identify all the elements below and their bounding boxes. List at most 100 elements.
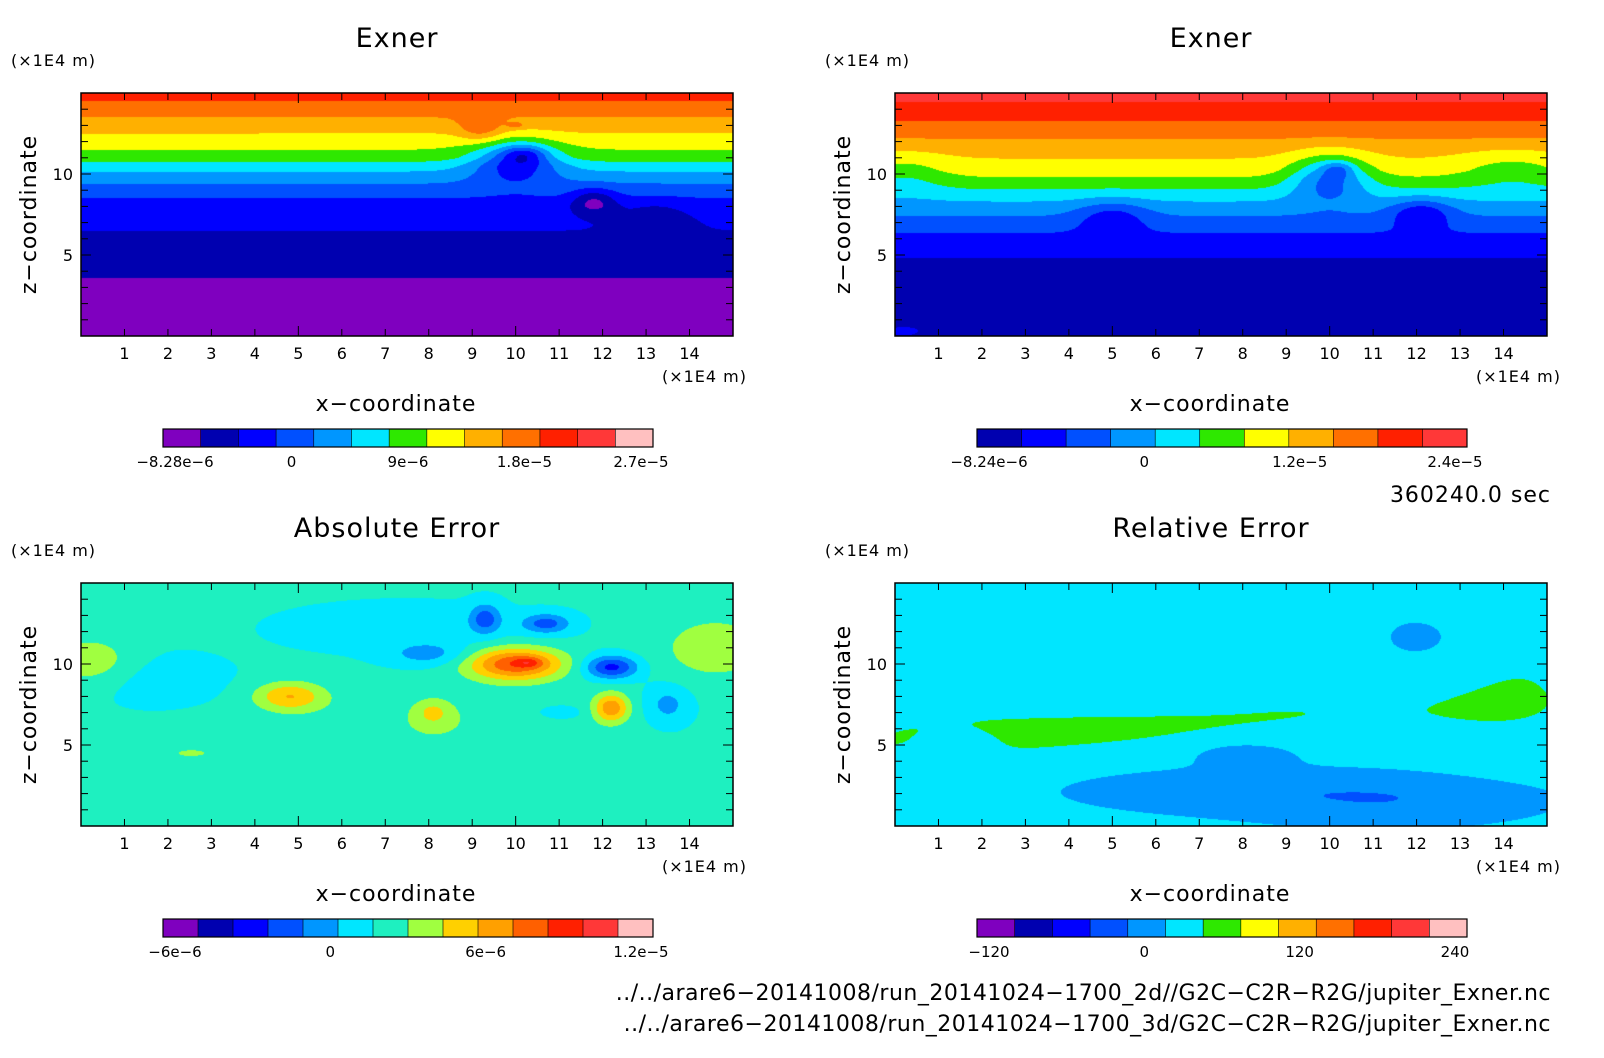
colorbar-swatch bbox=[1155, 429, 1201, 447]
colorbar-swatch bbox=[1066, 429, 1112, 447]
colorbar-swatch bbox=[548, 919, 584, 937]
colorbar-swatch bbox=[1429, 919, 1468, 937]
colorbar-swatch bbox=[1391, 919, 1430, 937]
colorbar-swatch bbox=[443, 919, 479, 937]
colorbar-swatch bbox=[977, 919, 1016, 937]
x-tick-label: 12 bbox=[1406, 344, 1426, 363]
colorbar-swatch bbox=[1014, 919, 1053, 937]
x-tick-label: 1 bbox=[933, 344, 943, 363]
x-tick-label: 10 bbox=[505, 834, 525, 853]
x-tick-label: 13 bbox=[636, 834, 656, 853]
x-tick-label: 9 bbox=[1281, 834, 1291, 853]
colorbar-swatch bbox=[408, 919, 444, 937]
colorbar-swatch bbox=[426, 429, 466, 447]
relative-error-field bbox=[895, 583, 1547, 826]
x-tick-label: 11 bbox=[1363, 344, 1383, 363]
y-unit-label: (×1E4 m) bbox=[11, 51, 96, 70]
colorbar-swatch bbox=[502, 429, 541, 447]
y-axis-label: z−coordinate bbox=[17, 135, 42, 294]
x-tick-label: 13 bbox=[636, 344, 656, 363]
colorbar-swatch bbox=[303, 919, 339, 937]
colorbar-swatch bbox=[1288, 429, 1334, 447]
colorbar-swatch bbox=[1127, 919, 1166, 937]
x-tick-label: 13 bbox=[1450, 344, 1470, 363]
colorbar-swatch bbox=[389, 429, 428, 447]
colorbar-swatch bbox=[1316, 919, 1355, 937]
y-axis-label: z−coordinate bbox=[17, 625, 42, 784]
x-tick-label: 10 bbox=[1319, 344, 1339, 363]
colorbar-swatch bbox=[1110, 429, 1156, 447]
exner-3d-ticks bbox=[895, 93, 1547, 336]
colorbar-tick-label: 0 bbox=[1140, 453, 1150, 471]
exner-2d-field bbox=[81, 93, 733, 336]
exner-3d-field bbox=[895, 93, 1547, 336]
colorbar-tick-label: −8.24e−6 bbox=[950, 453, 1027, 471]
colorbar-tick-label: 6e−6 bbox=[465, 943, 506, 961]
colorbar-swatch bbox=[1377, 429, 1423, 447]
exner-3d-title: Exner bbox=[1170, 23, 1253, 54]
colorbar-swatch bbox=[1165, 919, 1204, 937]
x-unit-label: (×1E4 m) bbox=[662, 367, 747, 386]
colorbar-swatch bbox=[618, 919, 654, 937]
x-tick-label: 5 bbox=[1107, 344, 1117, 363]
y-tick-label: 5 bbox=[63, 736, 73, 755]
x-tick-label: 9 bbox=[467, 344, 477, 363]
x-tick-label: 7 bbox=[380, 834, 390, 853]
x-tick-label: 3 bbox=[1020, 344, 1030, 363]
y-tick-label: 5 bbox=[63, 246, 73, 265]
colorbar-swatch bbox=[1353, 919, 1393, 937]
x-tick-label: 12 bbox=[1406, 834, 1426, 853]
colorbar-tick-label: −120 bbox=[968, 943, 1009, 961]
y-tick-label: 5 bbox=[877, 736, 887, 755]
x-axis-label: x−coordinate bbox=[316, 882, 477, 907]
y-tick-label: 5 bbox=[877, 246, 887, 265]
colorbar-tick-label: 9e−6 bbox=[388, 453, 429, 471]
x-tick-label: 6 bbox=[1151, 834, 1161, 853]
colorbar-swatch bbox=[1240, 919, 1280, 937]
x-tick-label: 2 bbox=[163, 834, 173, 853]
exner-3d-frame bbox=[894, 92, 1548, 337]
y-unit-label: (×1E4 m) bbox=[825, 541, 910, 560]
x-tick-label: 7 bbox=[1194, 834, 1204, 853]
x-tick-label: 7 bbox=[380, 344, 390, 363]
absolute-error-ticks bbox=[81, 583, 733, 826]
colorbar-swatch bbox=[1333, 429, 1379, 447]
y-tick-label: 10 bbox=[867, 655, 887, 674]
exner-2d-frame bbox=[80, 92, 734, 337]
absolute-error-frame bbox=[80, 582, 734, 827]
y-unit-label: (×1E4 m) bbox=[825, 51, 910, 70]
file-path-2: ../../arare6−20141008/run_20141024−1700_… bbox=[624, 1012, 1551, 1037]
exner-2d-ticks bbox=[81, 93, 733, 336]
x-tick-label: 14 bbox=[679, 344, 699, 363]
colorbar-tick-label: 2.7e−5 bbox=[613, 453, 668, 471]
x-tick-label: 11 bbox=[549, 834, 569, 853]
x-tick-label: 14 bbox=[679, 834, 699, 853]
colorbar-swatch bbox=[615, 429, 654, 447]
x-tick-label: 9 bbox=[467, 834, 477, 853]
exner-3d-colorbar: −8.24e−6 0 1.2e−5 2.4e−5 bbox=[950, 428, 1483, 471]
colorbar-tick-label: 0 bbox=[287, 453, 297, 471]
colorbar-swatch bbox=[1052, 919, 1091, 937]
colorbar-swatch bbox=[1090, 919, 1129, 937]
colorbar-swatch bbox=[233, 919, 269, 937]
x-tick-label: 8 bbox=[1238, 834, 1248, 853]
colorbar-swatch bbox=[338, 919, 374, 937]
colorbar-tick-label: 120 bbox=[1285, 943, 1314, 961]
colorbar-tick-label: 1.8e−5 bbox=[497, 453, 552, 471]
x-tick-label: 10 bbox=[1319, 834, 1339, 853]
colorbar-swatch bbox=[539, 429, 579, 447]
x-tick-label: 3 bbox=[1020, 834, 1030, 853]
colorbar-swatch bbox=[276, 429, 315, 447]
colorbar-swatch bbox=[464, 429, 503, 447]
x-tick-label: 4 bbox=[250, 344, 260, 363]
x-tick-label: 13 bbox=[1450, 834, 1470, 853]
colorbar-swatch bbox=[1203, 919, 1242, 937]
colorbar-swatch bbox=[313, 429, 352, 447]
colorbar-swatch bbox=[198, 919, 234, 937]
x-tick-label: 9 bbox=[1281, 344, 1291, 363]
x-tick-label: 2 bbox=[977, 834, 987, 853]
x-axis-label: x−coordinate bbox=[1130, 392, 1291, 417]
